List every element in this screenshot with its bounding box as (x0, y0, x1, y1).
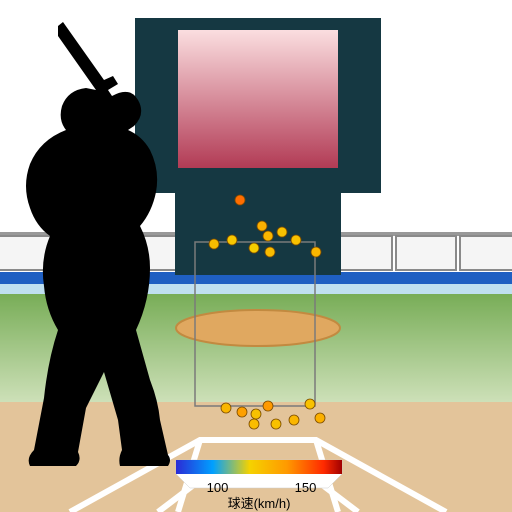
pitch-marker (277, 227, 287, 237)
pitch-marker (235, 195, 245, 205)
pitch-marker (249, 243, 259, 253)
stands-section (460, 236, 512, 270)
pitch-marker (265, 247, 275, 257)
pitch-marker (249, 419, 259, 429)
pitch-marker (209, 239, 219, 249)
pitch-location-chart: 100 150 球速(km/h) (0, 0, 512, 512)
pitch-marker (263, 401, 273, 411)
pitch-marker (291, 235, 301, 245)
stands-section (336, 236, 392, 270)
stands-section (396, 236, 456, 270)
pitch-marker (227, 235, 237, 245)
scoreboard-screen (178, 30, 338, 168)
pitch-marker (263, 231, 273, 241)
pitch-marker (311, 247, 321, 257)
pitch-marker (315, 413, 325, 423)
legend-gradient (176, 460, 342, 474)
pitch-marker (257, 221, 267, 231)
pitch-marker (305, 399, 315, 409)
pitch-marker (271, 419, 281, 429)
legend-tick-label: 100 (207, 480, 229, 495)
scoreboard-base (175, 193, 341, 275)
legend-tick-label: 150 (295, 480, 317, 495)
pitch-marker (289, 415, 299, 425)
legend-title: 球速(km/h) (228, 496, 291, 511)
pitch-marker (251, 409, 261, 419)
pitch-marker (237, 407, 247, 417)
pitch-marker (221, 403, 231, 413)
